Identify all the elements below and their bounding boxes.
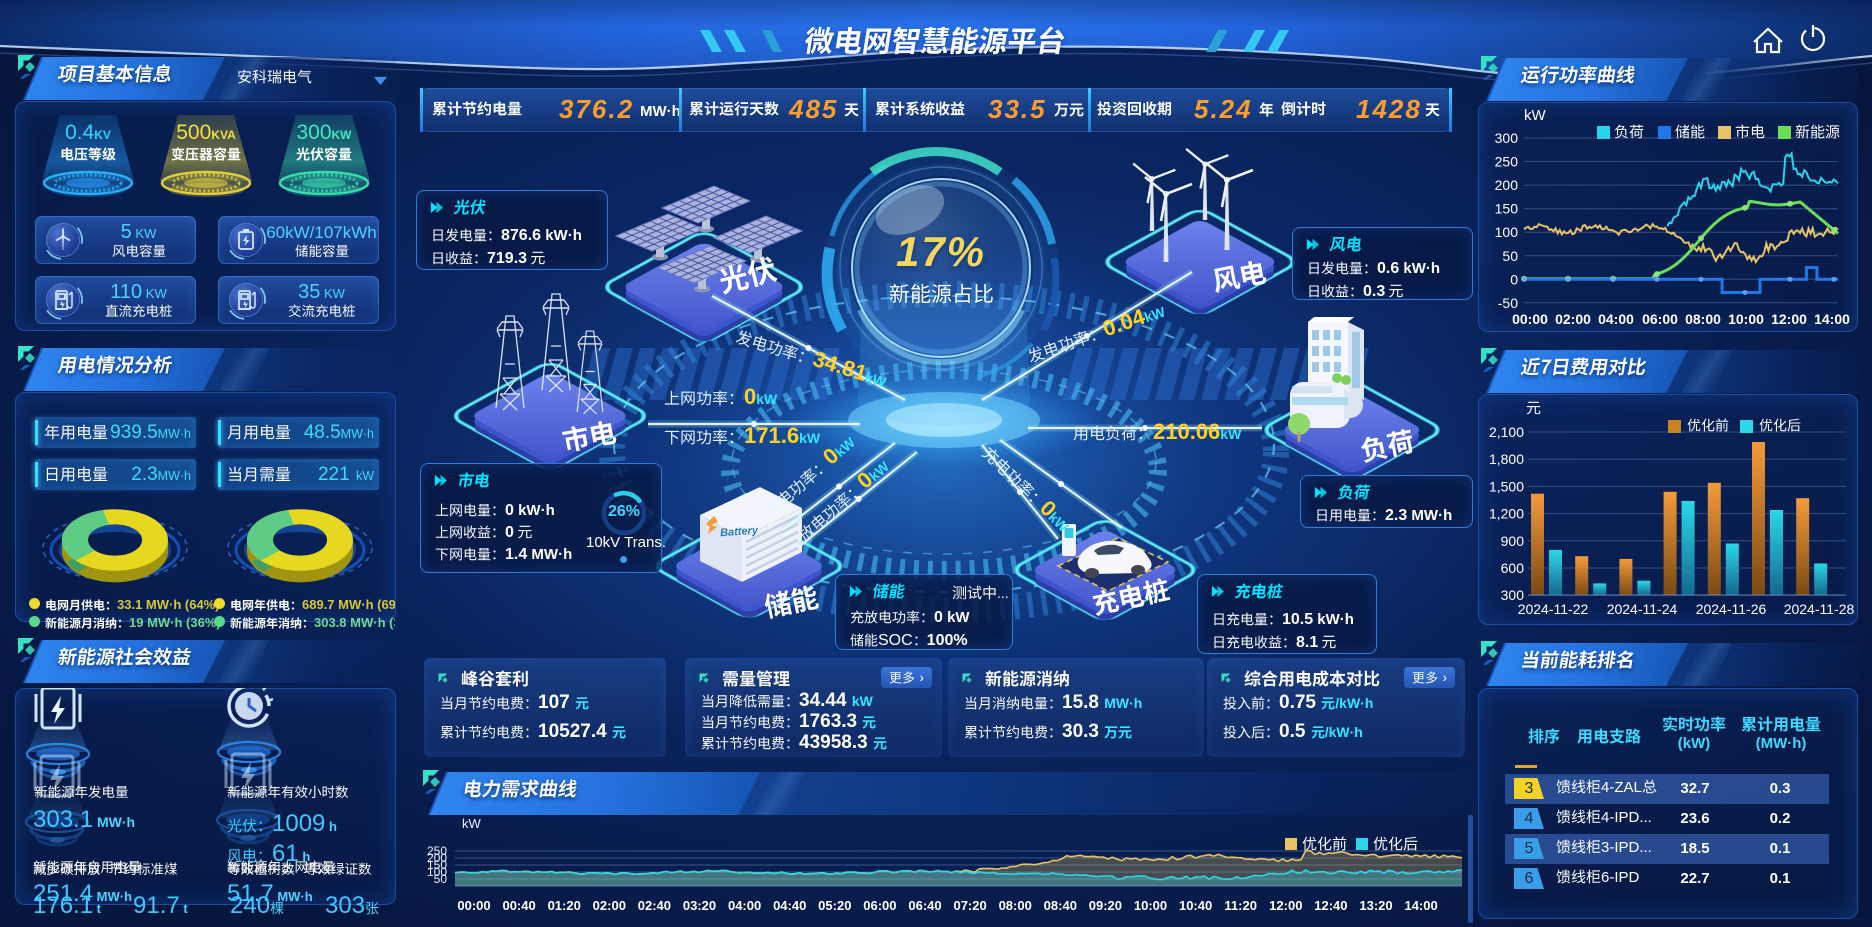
svg-text:2024-11-22: 2024-11-22 bbox=[1518, 601, 1589, 617]
svg-text:2024-11-24: 2024-11-24 bbox=[1607, 601, 1678, 617]
svg-text:150: 150 bbox=[1495, 201, 1519, 217]
svg-text:02:00: 02:00 bbox=[1555, 311, 1591, 327]
svg-text:kW: kW bbox=[1524, 107, 1547, 124]
svg-text:12:40: 12:40 bbox=[1314, 898, 1347, 913]
svg-text:02:00: 02:00 bbox=[593, 898, 626, 913]
svg-text:12:00: 12:00 bbox=[1771, 311, 1807, 327]
svg-text:10:00: 10:00 bbox=[1134, 898, 1167, 913]
svg-text:02:40: 02:40 bbox=[638, 898, 671, 913]
svg-text:14:00: 14:00 bbox=[1814, 311, 1850, 327]
svg-text:06:40: 06:40 bbox=[908, 898, 941, 913]
svg-text:2,100: 2,100 bbox=[1489, 424, 1524, 440]
svg-text:-50: -50 bbox=[1498, 295, 1518, 311]
svg-text:150: 150 bbox=[427, 858, 447, 872]
svg-text:600: 600 bbox=[1501, 560, 1525, 576]
svg-text:2024-11-28: 2024-11-28 bbox=[1784, 601, 1855, 617]
svg-text:13:20: 13:20 bbox=[1359, 898, 1392, 913]
svg-text:200: 200 bbox=[1495, 177, 1519, 193]
svg-text:50: 50 bbox=[1502, 248, 1518, 264]
svg-text:14:00: 14:00 bbox=[1404, 898, 1437, 913]
svg-text:04:40: 04:40 bbox=[773, 898, 806, 913]
svg-text:06:00: 06:00 bbox=[1642, 311, 1678, 327]
svg-text:100: 100 bbox=[427, 865, 447, 879]
svg-text:09:20: 09:20 bbox=[1089, 898, 1122, 913]
svg-text:2024-11-26: 2024-11-26 bbox=[1696, 601, 1767, 617]
svg-text:250: 250 bbox=[427, 844, 447, 858]
svg-text:08:00: 08:00 bbox=[999, 898, 1032, 913]
svg-text:Battery: Battery bbox=[720, 525, 760, 540]
svg-text:05:20: 05:20 bbox=[818, 898, 851, 913]
svg-text:10:40: 10:40 bbox=[1179, 898, 1212, 913]
svg-text:1,200: 1,200 bbox=[1489, 506, 1524, 522]
svg-text:03:20: 03:20 bbox=[683, 898, 716, 913]
svg-text:10:00: 10:00 bbox=[1728, 311, 1764, 327]
svg-text:00:00: 00:00 bbox=[457, 898, 490, 913]
svg-text:12:00: 12:00 bbox=[1269, 898, 1302, 913]
svg-text:04:00: 04:00 bbox=[728, 898, 761, 913]
svg-text:08:40: 08:40 bbox=[1044, 898, 1077, 913]
svg-text:1,800: 1,800 bbox=[1489, 451, 1524, 467]
svg-text:07:20: 07:20 bbox=[953, 898, 986, 913]
svg-text:00:00: 00:00 bbox=[1512, 311, 1548, 327]
svg-text:0: 0 bbox=[1510, 271, 1518, 287]
svg-text:300: 300 bbox=[1501, 587, 1525, 603]
svg-text:200: 200 bbox=[427, 851, 447, 865]
svg-text:04:00: 04:00 bbox=[1598, 311, 1634, 327]
svg-text:00:40: 00:40 bbox=[502, 898, 535, 913]
svg-text:300: 300 bbox=[1495, 130, 1519, 146]
svg-text:900: 900 bbox=[1501, 533, 1525, 549]
svg-text:11:20: 11:20 bbox=[1224, 898, 1257, 913]
svg-text:250: 250 bbox=[1495, 154, 1519, 170]
svg-text:100: 100 bbox=[1495, 224, 1519, 240]
svg-text:50: 50 bbox=[434, 872, 448, 886]
svg-text:01:20: 01:20 bbox=[548, 898, 581, 913]
svg-text:kW: kW bbox=[462, 816, 482, 831]
svg-text:1,500: 1,500 bbox=[1489, 478, 1524, 494]
svg-text:08:00: 08:00 bbox=[1685, 311, 1721, 327]
svg-text:06:00: 06:00 bbox=[863, 898, 896, 913]
